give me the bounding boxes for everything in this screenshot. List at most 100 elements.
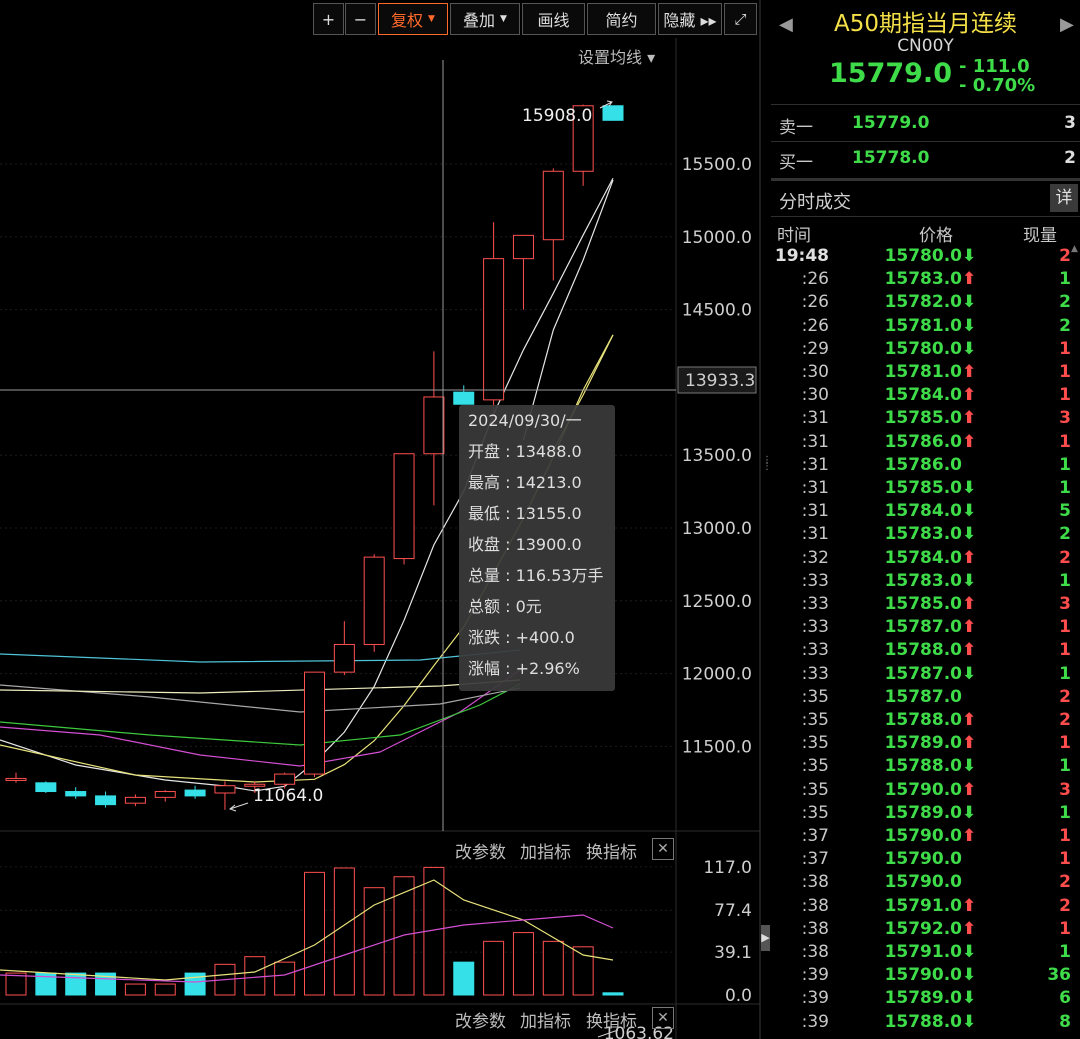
diejia-button[interactable]: 叠加 ▼: [450, 3, 520, 35]
tick-price: 15780.0: [884, 338, 962, 359]
tick-price: 15782.0: [884, 292, 962, 313]
ma60-line: [0, 684, 521, 713]
switch-indicator-button[interactable]: 换指标: [586, 843, 637, 863]
tick-price: 15790.0: [884, 872, 962, 893]
price-change: - 111.0: [959, 56, 1030, 77]
arrow-up-icon: ⬆: [962, 547, 977, 568]
price-tick-label: 13500.0: [682, 446, 752, 466]
change-params-button[interactable]: 改参数: [455, 843, 506, 863]
bottom-axis-value: 1063.62: [604, 1024, 674, 1039]
tick-time: :37: [801, 826, 829, 846]
volume-bar: [542, 940, 564, 996]
tick-price: 15788.0: [884, 640, 962, 661]
candle-tooltip: 2024/09/30/一 开盘 : 13488.0 最高 : 14213.0 最…: [459, 405, 615, 691]
volume-bar: [274, 961, 296, 996]
tick-time: :30: [801, 385, 829, 406]
tick-price: 15784.0: [884, 385, 962, 406]
tick-row: :39 15789.0 ⬇ 6: [771, 987, 1080, 1010]
scroll-up-icon[interactable]: ▲: [1071, 244, 1078, 254]
tick-volume: 2: [1059, 710, 1071, 730]
ticks-title: 分时成交: [779, 192, 851, 213]
tick-row: :35 15788.0 ⬇ 1: [771, 755, 1080, 778]
tick-row: :31 15786.0 ⬆ 1: [771, 431, 1080, 454]
tick-price: 15788.0: [884, 1011, 962, 1032]
arrow-down-icon: ⬇: [962, 246, 977, 266]
tick-row: :35 15787.0 2: [771, 686, 1080, 709]
fuquan-button[interactable]: 复权 ▼: [378, 3, 448, 35]
tick-volume: 1: [1059, 918, 1071, 939]
tick-row: :37 15790.0 ⬆ 1: [771, 825, 1080, 848]
add-indicator-button[interactable]: 加指标: [520, 843, 571, 863]
candle-body: [184, 789, 206, 797]
change-params-button-2[interactable]: 改参数: [455, 1012, 506, 1032]
set-ma-button[interactable]: 设置均线 ▾: [578, 48, 656, 67]
volume-bar: [453, 961, 475, 996]
tick-row: :39 15790.0 ⬇ 36: [771, 964, 1080, 987]
tick-volume: 2: [1059, 524, 1071, 545]
col-header-time: 时间: [777, 226, 811, 246]
tick-row: :30 15784.0 ⬆ 1: [771, 384, 1080, 407]
tick-time: :31: [801, 454, 829, 475]
arrow-up-icon: ⬆: [962, 385, 977, 406]
tick-time: :35: [801, 779, 829, 800]
tick-volume: 1: [1059, 269, 1071, 290]
tick-price: 15791.0: [884, 895, 962, 916]
tick-price: 15786.0: [884, 431, 962, 452]
candle-body: [542, 170, 564, 241]
next-arrow-icon[interactable]: ▶: [1060, 14, 1074, 35]
tick-volume: 3: [1059, 408, 1071, 429]
close-indicator-icon-2[interactable]: ✕: [652, 1007, 674, 1029]
zoom-out-button[interactable]: −: [345, 3, 376, 35]
tick-price: 15787.0: [884, 617, 962, 638]
tick-time: :39: [801, 1011, 829, 1032]
tick-time: :31: [801, 431, 829, 452]
tick-time: :26: [801, 292, 829, 313]
tick-price: 15788.0: [884, 710, 962, 730]
tick-volume: 3: [1059, 779, 1071, 800]
tick-time: :39: [801, 988, 829, 1009]
minus-icon: −: [353, 9, 368, 29]
zoom-in-button[interactable]: +: [313, 3, 344, 35]
candle-body: [483, 258, 505, 401]
splitter-grip-icon[interactable]: ⋮ ⋮: [762, 455, 772, 472]
tick-volume: 1: [1059, 338, 1071, 359]
arrow-up-icon: ⬆: [962, 895, 977, 916]
tick-time: :26: [801, 269, 829, 290]
tick-price: 15786.0: [884, 454, 962, 475]
ma5-line-ext: [522, 179, 614, 441]
volume-bar: [602, 992, 624, 996]
volume-bar: [154, 983, 176, 996]
huaxian-button[interactable]: 画线: [522, 3, 585, 35]
collapse-panel-button[interactable]: ▶: [761, 925, 770, 951]
volume-bar: [244, 956, 266, 996]
jianyue-button[interactable]: 简约: [587, 3, 656, 35]
add-indicator-button-2[interactable]: 加指标: [520, 1012, 571, 1032]
tick-price: 15784.0: [884, 547, 962, 568]
quote-panel: ◀ ▶ A50期指当月连续 CN00Y 15779.0 - 111.0 - 0.…: [771, 0, 1080, 1039]
tooltip-volume: 总量 : 116.53万手: [468, 566, 604, 585]
tick-row: :31 15784.0 ⬇ 5: [771, 500, 1080, 523]
prev-arrow-icon[interactable]: ◀: [779, 14, 793, 35]
volume-bar: [512, 932, 534, 996]
tick-price: 15784.0: [884, 501, 962, 522]
yincang-button[interactable]: 隐藏 ▸▸: [658, 3, 722, 35]
fullscreen-button[interactable]: ⤢: [724, 3, 757, 35]
close-indicator-icon[interactable]: ✕: [652, 838, 674, 860]
arrow-down-icon: ⬇: [962, 663, 977, 684]
tick-row: :26 15783.0 ⬆ 1: [771, 268, 1080, 291]
detail-button[interactable]: 详: [1050, 184, 1078, 212]
tick-time: :31: [801, 478, 829, 498]
arrow-down-icon: ⬇: [962, 292, 977, 313]
tick-row: :38 15791.0 ⬇ 1: [771, 941, 1080, 964]
candle-body: [453, 391, 475, 405]
tick-volume: 1: [1059, 802, 1071, 823]
tick-time: :31: [801, 408, 829, 429]
kline-chart[interactable]: 15500.0 15000.0 14500.0 13500.0 13000.0 12500…: [0, 0, 770, 1039]
switch-indicator-button-2[interactable]: 换指标: [586, 1012, 637, 1032]
tick-volume: 36: [1047, 965, 1071, 986]
tick-price: 15785.0: [884, 594, 962, 614]
tooltip-low: 最低 : 13155.0: [468, 504, 582, 523]
crosshair-price: 13933.3: [685, 371, 755, 391]
tick-row: :38 15790.0 2: [771, 871, 1080, 894]
tick-row: :32 15784.0 ⬆ 2: [771, 547, 1080, 570]
